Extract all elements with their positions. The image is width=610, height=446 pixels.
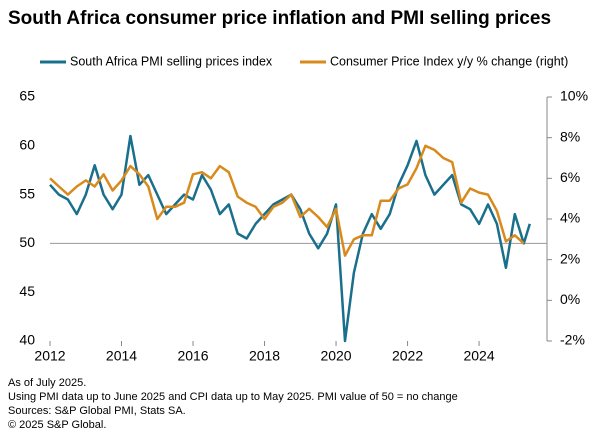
x-tick-label: 2016 xyxy=(177,348,208,364)
y-tick-label: 65 xyxy=(19,88,35,104)
y2-tick-label: 4% xyxy=(560,210,580,226)
y2-tick-label: -2% xyxy=(560,332,585,348)
y-tick-label: 45 xyxy=(19,283,35,299)
y-tick-label: 60 xyxy=(19,137,35,153)
footnote: Using PMI data up to June 2025 and CPI d… xyxy=(8,391,458,403)
x-tick-label: 2018 xyxy=(249,348,280,364)
y2-tick-label: 0% xyxy=(560,291,580,307)
y-tick-label: 40 xyxy=(19,332,35,348)
series-line xyxy=(49,134,531,343)
legend-label: Consumer Price Index y/y % change (right… xyxy=(330,54,568,68)
y2-tick-label: 2% xyxy=(560,250,580,266)
footnote: © 2025 S&P Global. xyxy=(8,419,106,431)
x-tick-label: 2012 xyxy=(34,348,65,364)
x-tick-label: 2020 xyxy=(320,348,351,364)
y2-tick-label: 6% xyxy=(560,169,580,185)
y-tick-label: 50 xyxy=(19,234,35,250)
y2-tick-label: 10% xyxy=(560,88,588,104)
x-tick-label: 2024 xyxy=(463,348,494,364)
legend-label: South Africa PMI selling prices index xyxy=(70,54,273,68)
x-tick-label: 2014 xyxy=(106,348,137,364)
footnote: As of July 2025. xyxy=(8,377,86,389)
series-line xyxy=(49,144,525,257)
x-tick-label: 2022 xyxy=(392,348,423,364)
y2-tick-label: 8% xyxy=(560,128,580,144)
footnote: Sources: S&P Global PMI, Stats SA. xyxy=(8,405,186,417)
y-tick-label: 55 xyxy=(19,185,35,201)
chart-title: South Africa consumer price inflation an… xyxy=(8,8,551,29)
